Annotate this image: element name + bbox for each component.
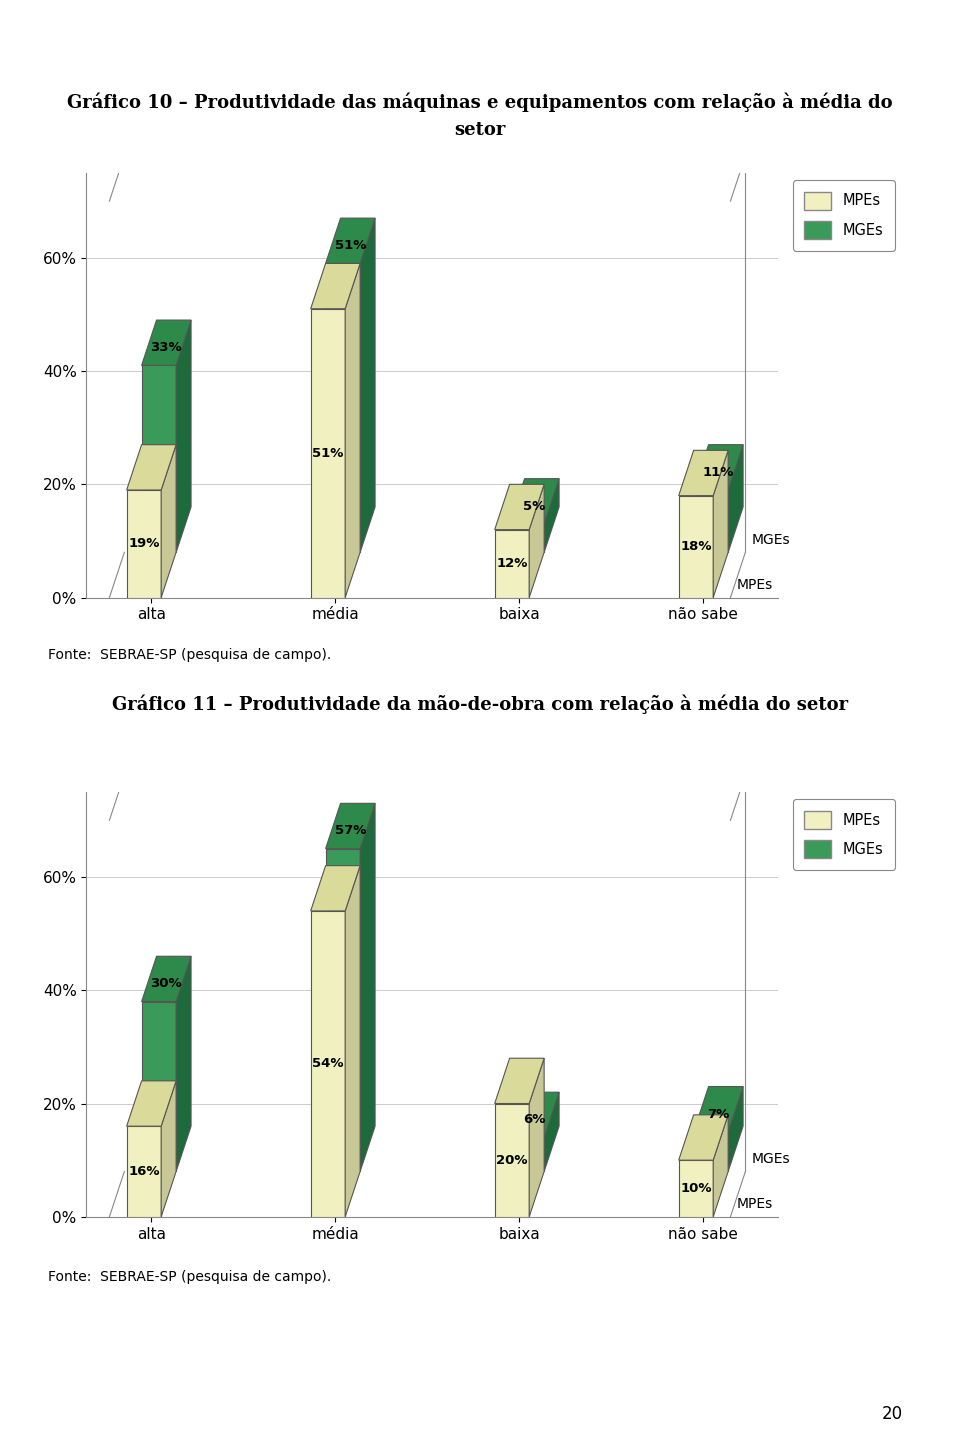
Polygon shape [713,1115,728,1217]
Text: Fonte:  SEBRAE-SP (pesquisa de campo).: Fonte: SEBRAE-SP (pesquisa de campo). [48,648,331,662]
Polygon shape [176,956,191,1172]
Polygon shape [510,524,544,553]
Text: 6%: 6% [523,1113,545,1126]
Text: Gráfico 10 – Produtividade das máquinas e equipamentos com relação à média do: Gráfico 10 – Produtividade das máquinas … [67,92,893,112]
Polygon shape [510,478,559,524]
Text: Fonte:  SEBRAE-SP (pesquisa de campo).: Fonte: SEBRAE-SP (pesquisa de campo). [48,1270,331,1284]
Text: MPEs: MPEs [736,1197,773,1211]
Polygon shape [176,320,191,553]
Text: 11%: 11% [703,465,734,478]
Text: 51%: 51% [312,446,344,459]
Polygon shape [510,1092,559,1138]
Polygon shape [142,1002,176,1172]
Text: 51%: 51% [335,239,366,252]
Text: 5%: 5% [523,500,545,513]
Polygon shape [679,451,728,495]
Polygon shape [127,490,161,598]
Text: 20%: 20% [496,1153,528,1166]
Polygon shape [694,445,743,490]
Polygon shape [494,1058,544,1103]
Text: 57%: 57% [335,824,366,837]
Polygon shape [311,264,360,308]
Polygon shape [494,1103,529,1217]
Polygon shape [694,1087,743,1132]
Polygon shape [142,366,176,553]
Polygon shape [679,495,713,598]
Polygon shape [544,478,559,553]
Polygon shape [510,1138,544,1172]
Polygon shape [346,264,360,598]
Polygon shape [728,1087,743,1172]
Text: MPEs: MPEs [736,577,773,592]
Text: 33%: 33% [151,341,182,354]
Text: 54%: 54% [312,1057,344,1070]
Polygon shape [694,1132,728,1172]
Polygon shape [142,320,191,366]
Polygon shape [679,1161,713,1217]
Text: MGEs: MGEs [751,1152,790,1166]
Text: Gráfico 11 – Produtividade da mão-de-obra com relação à média do setor: Gráfico 11 – Produtividade da mão-de-obr… [112,694,848,714]
Polygon shape [360,804,375,1172]
Polygon shape [346,865,360,1217]
Polygon shape [161,1081,176,1217]
Text: 18%: 18% [681,540,711,553]
Polygon shape [360,217,375,553]
Polygon shape [142,956,191,1002]
Legend: MPEs, MGEs: MPEs, MGEs [793,180,895,251]
Text: 19%: 19% [129,537,159,550]
Polygon shape [544,1092,559,1172]
Text: 10%: 10% [681,1182,711,1195]
Polygon shape [325,848,360,1172]
Polygon shape [127,1081,176,1126]
Polygon shape [694,490,728,553]
Polygon shape [529,1058,544,1217]
Polygon shape [127,445,176,490]
Text: 12%: 12% [496,557,528,570]
Polygon shape [679,1115,728,1161]
Polygon shape [325,217,375,264]
Text: 20: 20 [881,1405,902,1423]
Polygon shape [127,1126,161,1217]
Polygon shape [311,912,346,1217]
Polygon shape [311,865,360,912]
Polygon shape [494,484,544,530]
Polygon shape [325,264,360,553]
Legend: MPEs, MGEs: MPEs, MGEs [793,799,895,870]
Text: 16%: 16% [128,1165,159,1178]
Polygon shape [161,445,176,598]
Text: MGEs: MGEs [751,533,790,547]
Polygon shape [311,308,346,598]
Polygon shape [494,530,529,598]
Text: 30%: 30% [151,978,182,991]
Polygon shape [529,484,544,598]
Text: 7%: 7% [708,1107,730,1120]
Polygon shape [325,804,375,848]
Text: setor: setor [454,121,506,140]
Polygon shape [713,451,728,598]
Polygon shape [728,445,743,553]
